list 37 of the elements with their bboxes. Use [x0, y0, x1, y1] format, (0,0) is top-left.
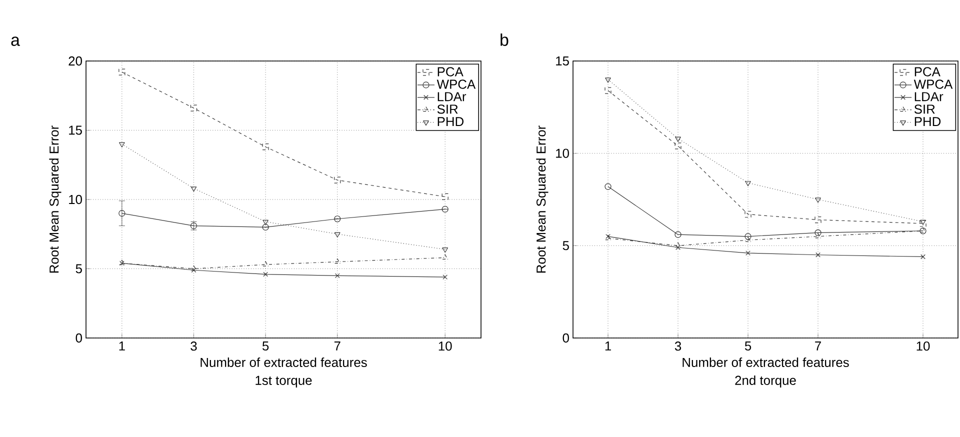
legend-label: WPCA	[436, 80, 476, 89]
chart-title: a	[11, 36, 20, 46]
legend-label: PCA	[914, 67, 940, 76]
x-tick-label: 3	[190, 342, 197, 351]
legend-label: PHD	[914, 117, 941, 126]
y-tick-label: 15	[69, 126, 82, 135]
y-tick-label: 5	[562, 241, 569, 250]
x-tick-label: 1	[605, 342, 611, 350]
legend-label: SIR	[914, 104, 935, 114]
x-axis-title: Number of extracted features	[682, 358, 849, 368]
x-tick-label: 7	[815, 342, 821, 350]
x-tick-label: 10	[916, 342, 930, 351]
y-tick-label: 5	[76, 264, 82, 274]
x-tick-label: 5	[262, 342, 269, 351]
y-axis-title: Root Mean Squared Error	[49, 126, 62, 273]
legend-label: LDAr	[914, 92, 944, 102]
x-tick-label: 7	[334, 342, 340, 350]
legend-label: LDAr	[438, 92, 466, 102]
x-tick-label: 1	[119, 342, 125, 350]
y-tick-label: 10	[556, 148, 569, 158]
legend-label: PHD	[438, 117, 464, 126]
y-axis-title: Root Mean Squared Error	[536, 126, 548, 273]
legend-label: SIR	[437, 104, 458, 114]
chart-title: b	[500, 34, 508, 46]
legend-label: PCA	[438, 67, 464, 76]
x-tick-label: 5	[744, 342, 752, 351]
text: 1st torque	[256, 376, 312, 388]
y-tick-label: 0	[76, 333, 82, 343]
x-tick-label: 10	[438, 342, 452, 351]
text: 2nd torque	[735, 375, 796, 388]
y-tick-label: 15	[556, 56, 569, 66]
y-tick-label: 0	[562, 333, 569, 343]
y-tick-label: 20	[68, 56, 82, 66]
legend-label: WPCA	[914, 80, 953, 89]
y-tick-label: 10	[69, 194, 82, 204]
x-tick-label: 3	[674, 342, 682, 351]
x-axis-title: Number of extracted features	[200, 358, 367, 368]
